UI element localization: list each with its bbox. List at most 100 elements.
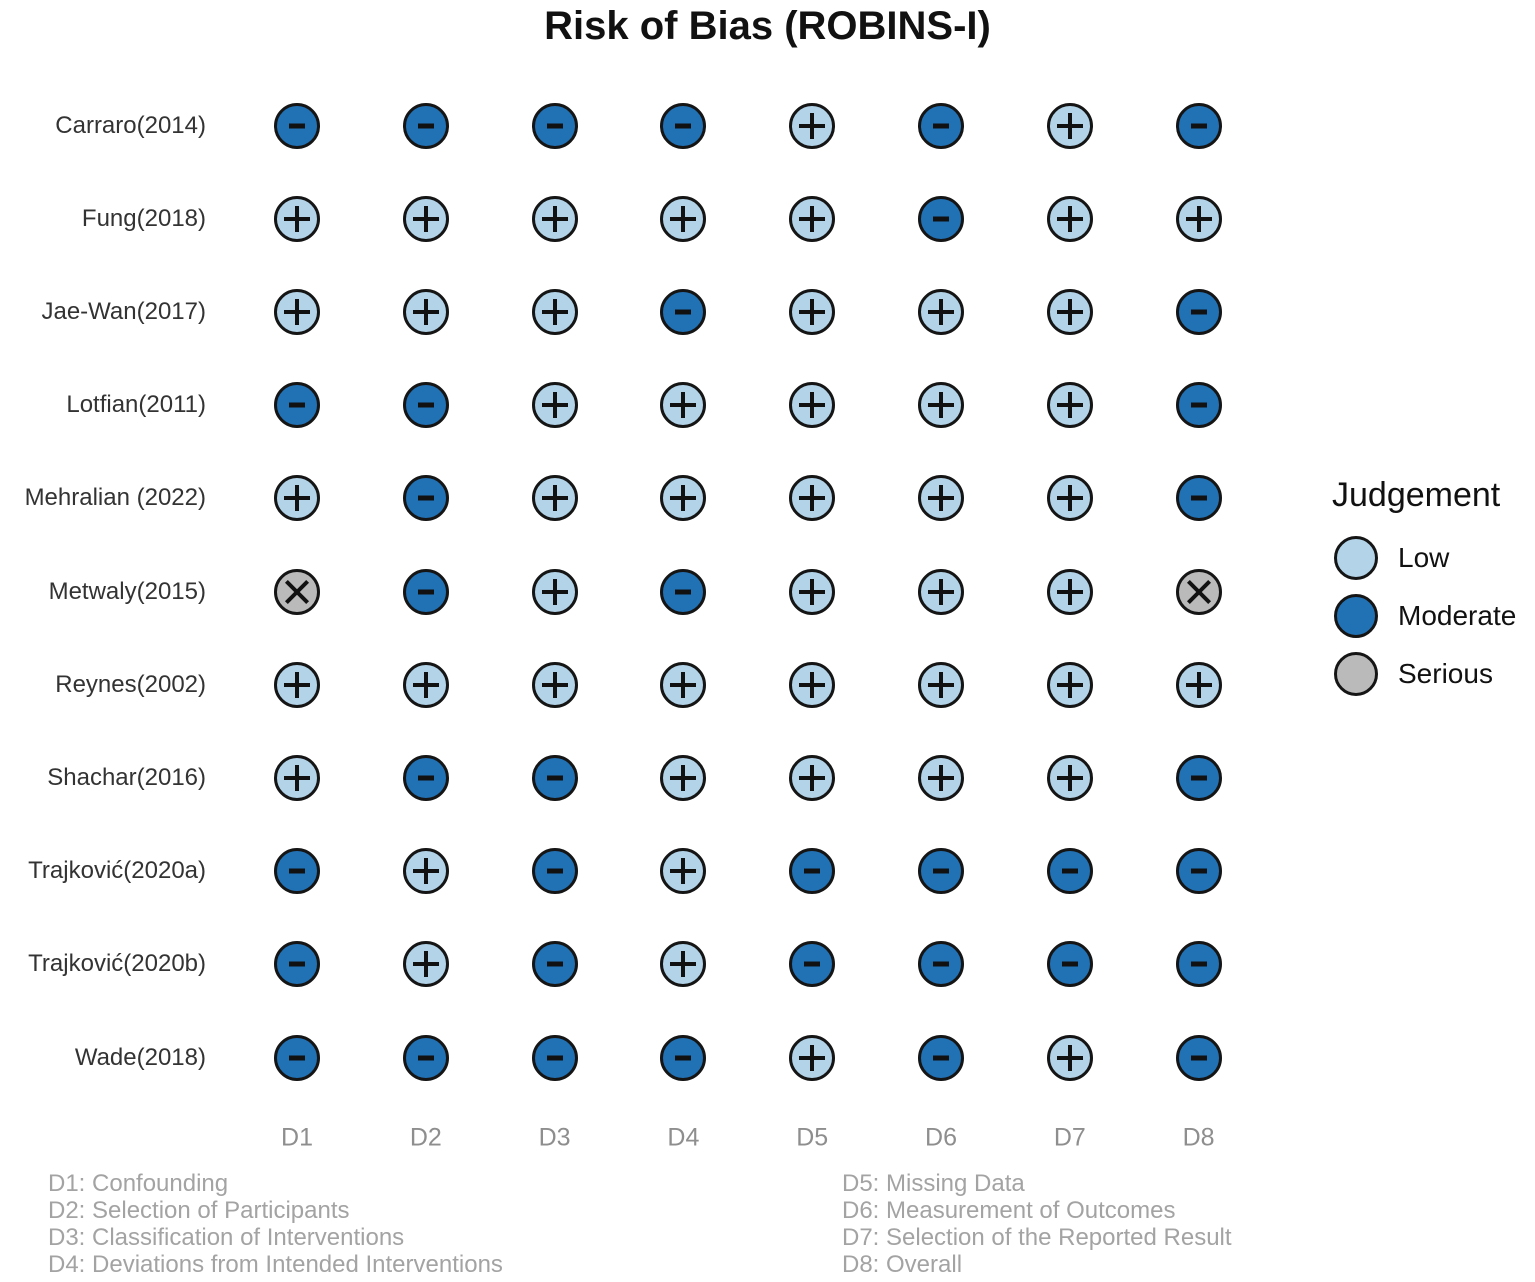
judgement-circle [918,475,964,522]
judgement-circle [918,382,964,429]
judgement-circle [1046,475,1093,522]
judgement-circle [1175,568,1222,615]
moderate-judgement-swatch [1334,594,1378,638]
judgement-circle [789,941,836,988]
footnote: D1: Confounding [48,1170,229,1197]
judgement-circle [1175,1034,1222,1081]
plus-icon [541,298,568,325]
plus-icon [799,298,826,325]
minus-icon [289,123,305,128]
plus-icon [1056,205,1083,232]
judgement-circle [918,288,964,335]
judgement-circle [402,941,449,988]
judgement-circle [789,382,836,429]
judgement-circle [660,195,707,242]
minus-icon [546,775,563,781]
judgement-circle [1175,195,1222,242]
judgement-circle [274,941,320,988]
judgement-circle [660,102,707,149]
plus-icon [284,298,310,325]
plus-icon [284,671,310,698]
judgement-circle [1046,288,1093,335]
judgement-circle [918,754,964,801]
plus-icon [541,671,568,698]
judgement-circle [660,1034,707,1081]
plus-icon [799,112,826,139]
judgement-circle [402,848,449,895]
judgement-circle [402,382,449,429]
judgement-circle [660,661,707,708]
minus-icon [675,589,692,594]
judgement-circle [789,475,836,522]
judgement-circle [1046,568,1093,615]
judgement-circle [1046,941,1093,988]
judgement-circle [1175,661,1222,708]
plus-icon [670,205,697,232]
study-label: Mehralian (2022) [24,484,206,512]
minus-icon [417,775,434,781]
study-label: Fung(2018) [81,204,206,232]
judgement-circle [789,102,836,149]
judgement-circle [1175,848,1222,895]
judgement-circle [274,102,320,149]
judgement-circle [1046,754,1093,801]
judgement-circle [402,661,449,708]
judgement-circle [402,288,449,335]
minus-icon [1190,309,1207,315]
plus-icon [1056,485,1083,512]
plus-icon [412,951,439,978]
judgement-circle [402,102,449,149]
study-label: Carraro(2014) [55,111,206,139]
judgement-circle [274,382,320,429]
x-axis-label: D1 [281,1123,313,1152]
minus-icon [804,961,821,967]
x-axis-label: D2 [409,1123,442,1152]
judgement-circle [531,382,578,429]
plus-icon [284,205,310,232]
judgement-circle [789,754,836,801]
minus-icon [289,402,305,408]
minus-icon [417,1055,434,1060]
minus-icon [289,868,305,874]
minus-icon [1061,868,1078,874]
footnote: D3: Classification of Interventions [48,1224,405,1251]
judgement-circle [660,568,707,615]
judgement-circle [789,288,836,335]
judgement-circle [1046,382,1093,429]
judgement-circle [789,1034,836,1081]
plus-icon [284,764,310,791]
plus-icon [928,578,954,605]
plus-icon [541,392,568,419]
legend: Judgement Low Moderate Serious [1332,476,1535,716]
minus-icon [933,868,949,874]
judgement-circle [1175,754,1222,801]
plus-icon [928,298,954,325]
judgement-circle [531,941,578,988]
judgement-circle [789,661,836,708]
plus-icon [799,578,826,605]
judgement-circle [1046,848,1093,895]
plus-icon [928,764,954,791]
minus-icon [804,868,821,874]
study-label: Wade(2018) [74,1043,206,1071]
minus-icon [546,123,563,128]
minus-icon [546,1055,563,1060]
minus-icon [289,961,305,967]
plus-icon [799,1044,826,1071]
study-label: Jae-Wan(2017) [41,297,206,325]
judgement-circle [531,661,578,708]
minus-icon [675,123,692,128]
judgement-circle [402,754,449,801]
judgement-circle [1175,475,1222,522]
minus-icon [417,402,434,408]
legend-label: Moderate [1398,600,1517,631]
x-axis-label: D3 [538,1123,571,1152]
judgement-circle [660,754,707,801]
judgement-circle [274,754,320,801]
plus-icon [1185,205,1212,232]
judgement-circle [660,941,707,988]
judgement-circle [1175,382,1222,429]
plus-icon [1056,298,1083,325]
x-axis-label: D7 [1053,1123,1086,1152]
chart-title: Risk of Bias (ROBINS-I) [544,4,991,48]
